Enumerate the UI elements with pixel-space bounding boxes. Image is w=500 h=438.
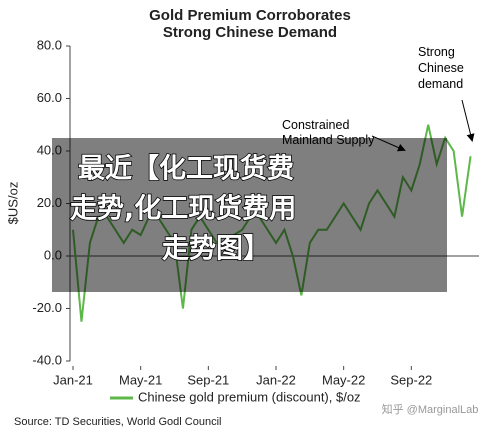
annotation-box: Strong Chinese demand xyxy=(418,45,464,91)
x-tick-label: Sep-22 xyxy=(390,372,432,387)
chart-subtitle: Strong Chinese Demand xyxy=(163,24,337,41)
y-tick-label: -20.0 xyxy=(32,300,62,315)
y-axis-label: $US/oz xyxy=(5,182,20,225)
legend-label: Chinese gold premium (discount), $/oz xyxy=(138,389,361,404)
x-tick-label: May-22 xyxy=(322,372,365,387)
x-tick-label: Sep-21 xyxy=(187,372,229,387)
overlay-text: 走势图】 xyxy=(162,234,270,265)
arrow xyxy=(461,99,475,142)
chart-title: Gold Premium Corroborates xyxy=(149,7,351,24)
source: Source: TD Securities, World Godl Counci… xyxy=(14,416,221,428)
y-tick-label: 60.0 xyxy=(37,90,62,105)
overlay-text: 最近【化工现货费 xyxy=(78,153,294,185)
x-tick-label: May-21 xyxy=(119,372,162,387)
y-tick-label: -40.0 xyxy=(32,352,62,367)
overlay-text: 走势,化工现货费用 xyxy=(70,193,296,225)
x-tick-label: Jan-22 xyxy=(256,372,296,387)
annotation: Strong Chinese demand xyxy=(418,45,464,91)
watermark: 知乎 @MarginalLab xyxy=(382,402,479,416)
x-tick-label: Jan-21 xyxy=(53,372,93,387)
y-tick-label: 80.0 xyxy=(37,37,62,52)
overlay-banner xyxy=(52,138,447,292)
